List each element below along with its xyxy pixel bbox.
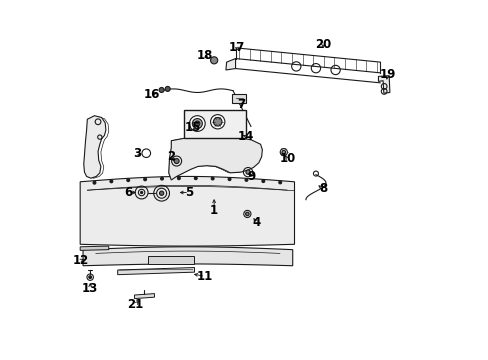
Circle shape xyxy=(228,178,230,181)
Circle shape xyxy=(140,192,142,194)
Text: 20: 20 xyxy=(314,38,330,51)
Circle shape xyxy=(177,177,180,180)
Text: 2: 2 xyxy=(167,150,175,163)
Text: 14: 14 xyxy=(238,130,254,143)
Text: 8: 8 xyxy=(318,183,326,195)
Bar xyxy=(183,110,246,138)
Polygon shape xyxy=(231,94,246,103)
Polygon shape xyxy=(80,246,108,250)
Text: 11: 11 xyxy=(197,270,213,283)
Circle shape xyxy=(110,180,113,183)
Text: 13: 13 xyxy=(82,283,98,296)
Circle shape xyxy=(174,158,179,163)
Circle shape xyxy=(192,118,202,129)
Circle shape xyxy=(213,117,222,126)
Circle shape xyxy=(143,178,146,181)
Text: 19: 19 xyxy=(378,68,395,81)
Circle shape xyxy=(126,179,129,181)
Circle shape xyxy=(211,177,214,180)
Circle shape xyxy=(194,177,197,180)
Circle shape xyxy=(282,150,285,154)
Circle shape xyxy=(160,177,163,180)
Text: 4: 4 xyxy=(252,216,261,229)
Circle shape xyxy=(210,57,217,64)
Circle shape xyxy=(262,180,264,183)
Circle shape xyxy=(245,212,248,216)
Polygon shape xyxy=(80,176,294,246)
Polygon shape xyxy=(83,247,292,266)
Circle shape xyxy=(93,181,96,184)
Text: 5: 5 xyxy=(184,186,193,199)
Polygon shape xyxy=(118,267,194,275)
Polygon shape xyxy=(83,116,106,178)
Text: 16: 16 xyxy=(144,88,160,101)
Circle shape xyxy=(88,276,91,279)
Text: 12: 12 xyxy=(73,254,89,267)
Text: 18: 18 xyxy=(197,49,213,62)
Circle shape xyxy=(245,170,250,174)
Circle shape xyxy=(278,181,281,184)
Polygon shape xyxy=(168,135,262,180)
Circle shape xyxy=(210,114,224,129)
Circle shape xyxy=(189,116,205,131)
Bar xyxy=(148,256,194,264)
Text: 3: 3 xyxy=(133,147,141,160)
Circle shape xyxy=(159,191,163,195)
Circle shape xyxy=(165,86,170,91)
Text: 21: 21 xyxy=(127,298,143,311)
Polygon shape xyxy=(134,294,154,298)
Text: 15: 15 xyxy=(184,121,201,134)
Circle shape xyxy=(159,87,164,93)
Circle shape xyxy=(244,179,247,181)
Text: 9: 9 xyxy=(247,170,255,183)
Text: 6: 6 xyxy=(124,186,132,199)
Polygon shape xyxy=(225,59,235,70)
Text: 17: 17 xyxy=(228,41,244,54)
Text: 7: 7 xyxy=(236,99,244,112)
Text: 1: 1 xyxy=(210,204,218,217)
Polygon shape xyxy=(378,76,389,93)
Text: 10: 10 xyxy=(279,152,295,165)
Circle shape xyxy=(194,121,200,126)
